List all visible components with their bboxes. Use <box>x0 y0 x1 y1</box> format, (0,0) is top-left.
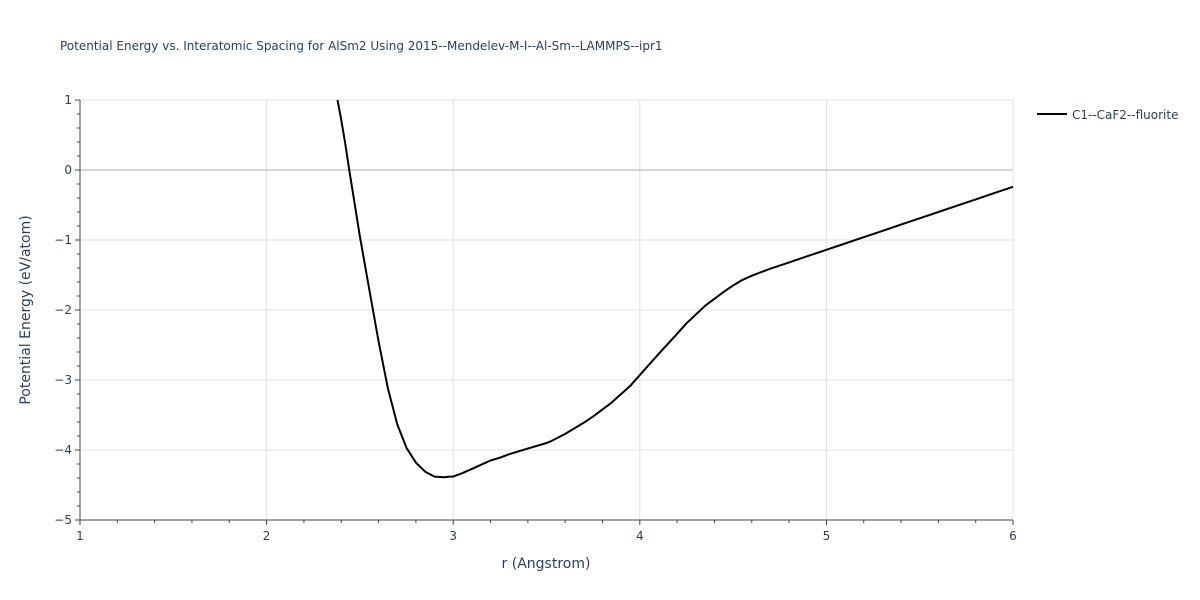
x-tick-label: 6 <box>1009 529 1017 543</box>
chart-title: Potential Energy vs. Interatomic Spacing… <box>60 39 663 53</box>
y-tick-label: −2 <box>54 303 72 317</box>
axes <box>75 99 1014 525</box>
x-tick-label: 3 <box>449 529 457 543</box>
y-tick-label: 0 <box>64 163 72 177</box>
legend-label: C1--CaF2--fluorite <box>1072 108 1178 122</box>
y-tick-label: −5 <box>54 513 72 527</box>
tick-labels: 1 2 3 4 5 6 1 0 −1 −2 −3 −4 −5 <box>54 93 1017 543</box>
y-tick-label: −4 <box>54 443 72 457</box>
y-tick-label: −3 <box>54 373 72 387</box>
y-tick-label: 1 <box>64 93 72 107</box>
y-tick-label: −1 <box>54 233 72 247</box>
series-line[interactable] <box>336 99 1014 479</box>
x-tick-label: 2 <box>263 529 271 543</box>
y-axis-title: Potential Energy (eV/atom) <box>18 215 34 404</box>
x-tick-label: 4 <box>636 529 644 543</box>
grid <box>80 99 1014 520</box>
x-tick-label: 1 <box>76 529 84 543</box>
x-tick-label: 5 <box>823 529 831 543</box>
legend[interactable]: C1--CaF2--fluorite <box>1037 108 1178 122</box>
series-layer <box>336 99 1014 479</box>
x-axis-title: r (Angstrom) <box>502 556 591 572</box>
